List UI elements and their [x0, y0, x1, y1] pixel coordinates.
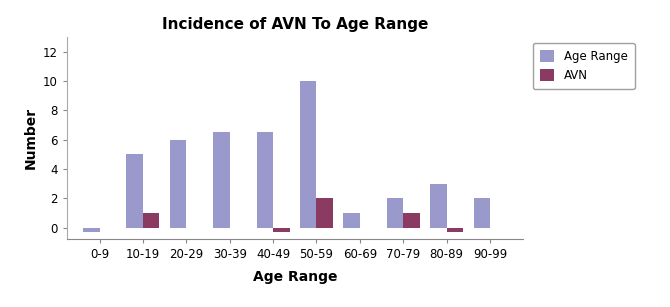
Bar	[344, 213, 360, 228]
Bar	[474, 198, 490, 228]
Bar	[403, 213, 420, 228]
Bar	[257, 132, 273, 228]
Bar	[127, 154, 143, 228]
Bar	[83, 228, 100, 232]
Bar	[170, 140, 186, 228]
Legend: Age Range, AVN: Age Range, AVN	[533, 43, 634, 89]
Bar	[447, 228, 463, 232]
Bar	[430, 184, 447, 228]
Bar	[300, 81, 316, 228]
Bar	[316, 198, 333, 228]
Title: Incidence of AVN To Age Range: Incidence of AVN To Age Range	[161, 17, 428, 32]
Bar	[143, 213, 159, 228]
Bar	[387, 198, 403, 228]
Bar	[273, 228, 289, 232]
Bar	[213, 132, 230, 228]
X-axis label: Age Range: Age Range	[253, 270, 337, 284]
Y-axis label: Number: Number	[23, 107, 38, 169]
